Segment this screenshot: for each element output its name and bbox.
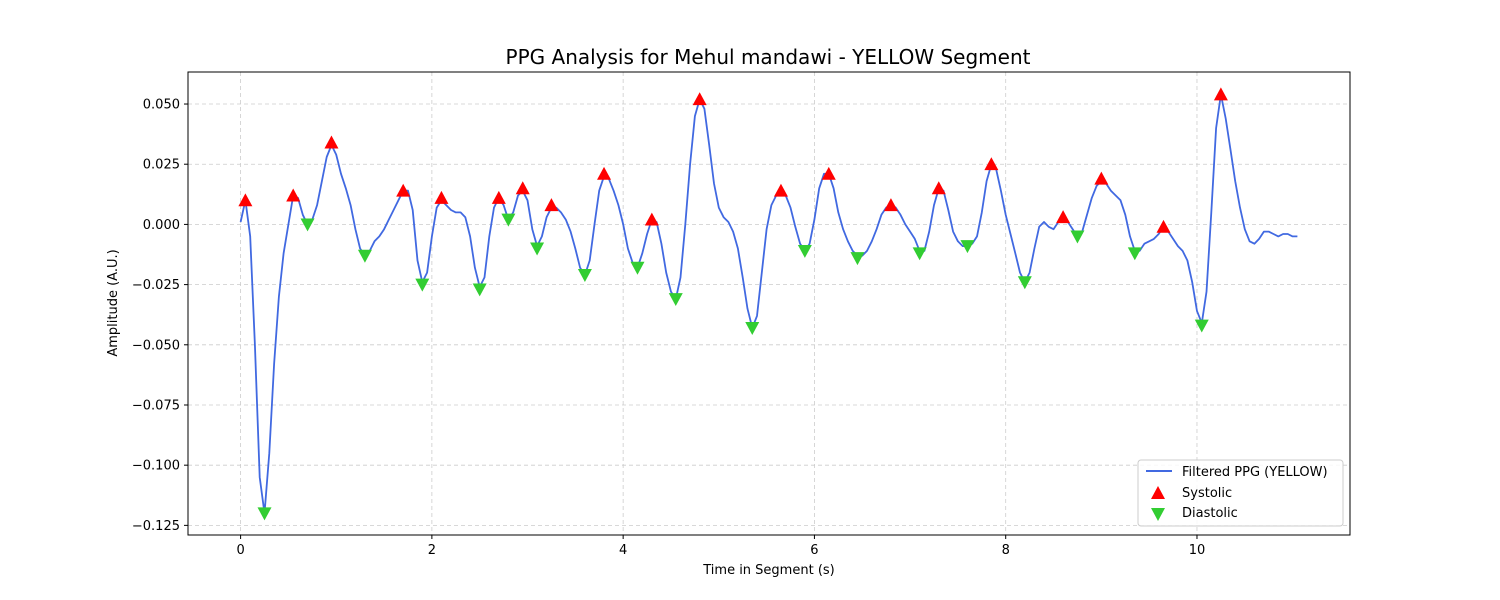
- diastolic-marker: [1194, 319, 1209, 333]
- diastolic-marker: [415, 278, 430, 292]
- x-axis-label: Time in Segment (s): [702, 563, 834, 578]
- systolic-marker: [491, 190, 506, 204]
- systolic-marker: [515, 181, 530, 195]
- systolic-marker: [984, 157, 999, 171]
- x-tick-label: 8: [1002, 543, 1010, 558]
- diastolic-marker: [850, 252, 865, 266]
- systolic-marker: [931, 181, 946, 195]
- diastolic-marker: [1017, 276, 1032, 290]
- legend-label-filtered: Filtered PPG (YELLOW): [1182, 465, 1328, 480]
- diastolic-marker: [797, 244, 812, 258]
- x-tick-label: 6: [810, 543, 818, 558]
- y-tick-label: −0.050: [132, 338, 180, 353]
- legend-diastolic-marker: [1151, 508, 1165, 521]
- ppg-line: [239, 93, 1298, 515]
- y-tick-label: −0.100: [132, 459, 180, 474]
- systolic-marker: [286, 188, 301, 202]
- systolic-marker: [1094, 171, 1109, 185]
- legend-box: [1137, 459, 1344, 527]
- systolic-marker: [1156, 219, 1171, 233]
- diastolic-marker: [257, 507, 272, 521]
- plot-series: [238, 87, 1298, 521]
- diastolic-marker: [530, 242, 545, 256]
- systolic-marker: [1213, 87, 1228, 101]
- diastolic-marker: [668, 293, 683, 307]
- systolic-marker: [434, 190, 449, 204]
- axes: 0 2 4 6 8 10 0.050 0.025 0.000 −0.025 −0.050 −0.075…: [132, 98, 1205, 558]
- systolic-marker: [692, 92, 707, 106]
- systolic-marker: [238, 193, 253, 207]
- y-axis-label: Amplitude (A.U.): [106, 249, 121, 356]
- systolic-marker: [821, 166, 836, 180]
- diastolic-marker: [745, 321, 760, 335]
- diastolic-marker: [1127, 247, 1142, 261]
- x-tick-label: 0: [236, 543, 244, 558]
- systolic-marker: [597, 166, 612, 180]
- diastolic-marker: [1070, 230, 1085, 244]
- diastolic-marker: [912, 247, 927, 261]
- diastolic-marker: [577, 269, 592, 282]
- y-tick-label: −0.125: [132, 519, 180, 534]
- y-tick-label: 0.000: [143, 218, 180, 233]
- systolic-marker: [396, 183, 411, 197]
- plot-frame: [187, 71, 1351, 536]
- y-tick-label: 0.050: [143, 98, 180, 113]
- diastolic-marker: [960, 240, 975, 254]
- systolic-marker: [1056, 210, 1071, 224]
- systolic-marker: [544, 198, 559, 212]
- systolic-marker: [773, 183, 788, 197]
- legend: Filtered PPG (YELLOW) Systolic Diastolic: [1137, 459, 1344, 527]
- diastolic-marker: [300, 218, 315, 232]
- diastolic-marker: [472, 283, 487, 297]
- systolic-marker: [644, 212, 659, 226]
- chart-title: PPG Analysis for Mehul mandawi - YELLOW …: [506, 45, 1031, 69]
- x-tick-label: 4: [619, 543, 627, 558]
- systolic-marker: [883, 198, 898, 212]
- x-tick-label: 2: [428, 543, 436, 558]
- legend-systolic-marker: [1151, 486, 1165, 499]
- diastolic-marker: [501, 213, 516, 227]
- y-tick-label: 0.025: [143, 158, 180, 173]
- diastolic-marker: [630, 261, 645, 275]
- y-tick-label: −0.075: [132, 398, 180, 413]
- legend-label-diastolic: Diastolic: [1182, 506, 1238, 521]
- x-tick-label: 10: [1189, 543, 1206, 558]
- y-tick-label: −0.025: [132, 278, 180, 293]
- diastolic-marker: [357, 249, 372, 263]
- systolic-marker: [324, 135, 339, 149]
- legend-label-systolic: Systolic: [1182, 486, 1232, 501]
